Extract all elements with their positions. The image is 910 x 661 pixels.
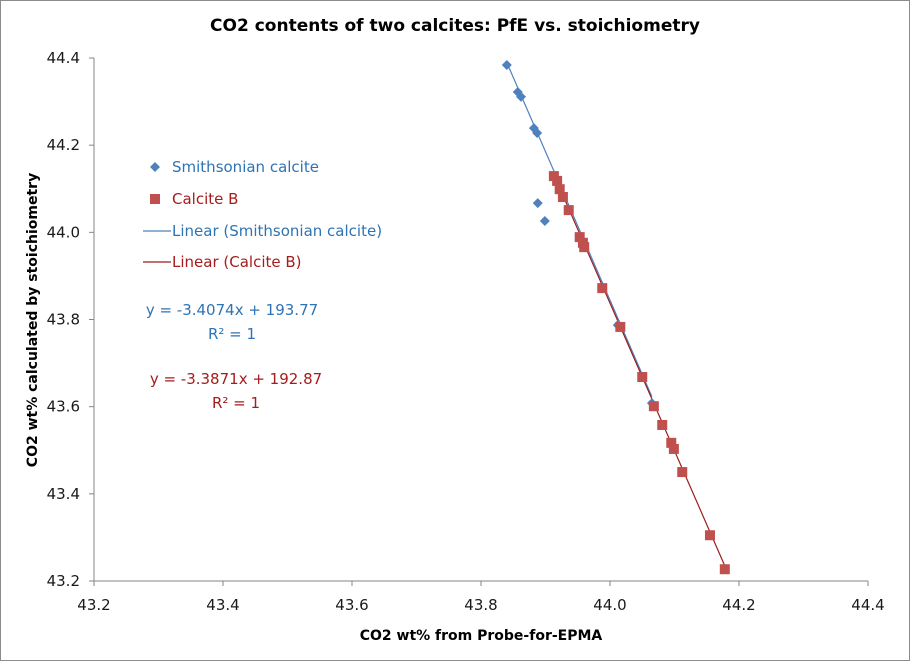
trendline-equation-calcite-b: y = -3.3871x + 192.87 R² = 1 (150, 370, 322, 412)
point-calcite-b (657, 419, 668, 430)
point-smithsonian (501, 59, 512, 70)
point-calcite-b (574, 232, 585, 243)
x-tick-label: 43.4 (206, 596, 239, 614)
point-calcite-b (719, 564, 730, 575)
legend-item: Smithsonian calcite (150, 158, 319, 176)
y-axis-title: CO2 wt% calculated by stoichiometry (25, 173, 41, 467)
legend-label: Linear (Smithsonian calcite) (172, 222, 382, 240)
point-calcite-b (704, 530, 715, 541)
point-calcite-b (563, 205, 574, 216)
point-smithsonian (532, 198, 543, 209)
x-axis-title: CO2 wt% from Probe-for-EPMA (360, 628, 603, 644)
y-tick-label: 43.4 (47, 485, 80, 503)
equation-calcite-b: y = -3.3871x + 192.87 (150, 370, 322, 388)
x-tick-label: 44.4 (851, 596, 884, 614)
equation-smithsonian: y = -3.4074x + 193.77 (146, 301, 318, 319)
legend-item: Linear (Calcite B) (143, 253, 302, 271)
x-tick-label: 43.8 (464, 596, 497, 614)
legend-label: Calcite B (172, 190, 238, 208)
x-tick-label: 44.0 (593, 596, 626, 614)
point-calcite-b (615, 321, 626, 332)
trendline-smithsonian (506, 62, 653, 397)
point-smithsonian (532, 127, 543, 138)
y-tick-label: 43.2 (47, 572, 80, 590)
point-calcite-b (648, 401, 659, 412)
trendline-equation-smithsonian: y = -3.4074x + 193.77 R² = 1 (146, 301, 318, 343)
legend-item: Calcite B (150, 190, 238, 208)
y-tick-label: 43.6 (47, 398, 80, 416)
point-calcite-b (557, 192, 568, 203)
legend-square-icon (150, 194, 160, 204)
legend-diamond-icon (150, 162, 160, 172)
point-calcite-b (554, 184, 565, 195)
legend-label: Linear (Calcite B) (172, 253, 302, 271)
point-calcite-b (597, 283, 608, 294)
point-calcite-b (666, 437, 677, 448)
y-tick-label: 44.4 (47, 49, 80, 67)
r2-smithsonian: R² = 1 (208, 325, 256, 343)
trendlines (506, 62, 726, 567)
x-tick-label: 43.2 (77, 596, 110, 614)
x-tick-label: 43.6 (335, 596, 368, 614)
data-points (501, 59, 730, 575)
x-tick-label: 44.2 (722, 596, 755, 614)
r2-calcite-b: R² = 1 (212, 394, 260, 412)
y-tick-label: 44.2 (47, 136, 80, 154)
point-calcite-b (637, 372, 648, 383)
point-calcite-b (668, 443, 679, 454)
legend-item: Linear (Smithsonian calcite) (143, 222, 382, 240)
point-smithsonian (539, 216, 550, 227)
legend: Smithsonian calcite Calcite B Linear (Smit… (143, 158, 382, 271)
legend-label: Smithsonian calcite (172, 158, 319, 176)
axes: 43.2 43.4 43.6 43.8 44.0 44.2 44.4 43.2 43.4 43.6… (47, 49, 885, 614)
chart-title: CO2 contents of two calcites: PfE vs. st… (210, 16, 700, 36)
y-tick-label: 44.0 (47, 223, 80, 241)
point-calcite-b (579, 242, 590, 253)
point-smithsonian (515, 91, 526, 102)
point-calcite-b (677, 467, 688, 478)
y-tick-label: 43.8 (47, 311, 80, 329)
point-calcite-b (552, 175, 563, 186)
